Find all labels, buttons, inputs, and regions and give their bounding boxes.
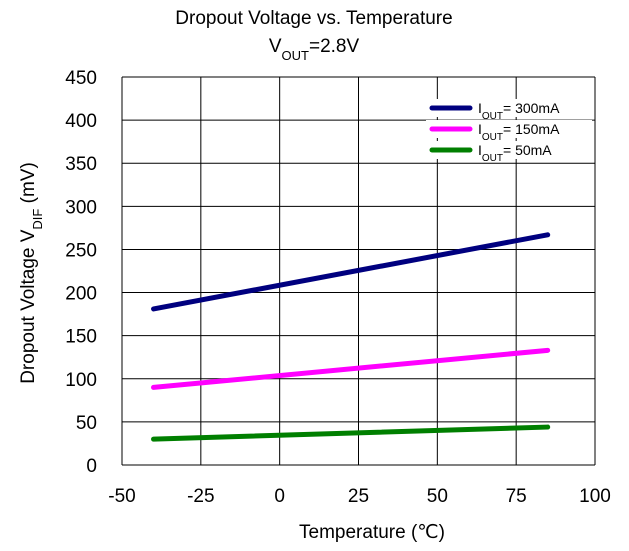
x-tick-label: 100 (579, 486, 611, 507)
y-tick-label: 250 (65, 240, 97, 261)
legend-background (426, 99, 592, 117)
y-tick-label: 350 (65, 154, 97, 175)
y-tick-label: 300 (65, 197, 97, 218)
legend-background (426, 141, 592, 159)
legend-background (426, 120, 592, 138)
legend-label-2: IOUT= 50mA (478, 142, 552, 164)
chart-subtitle: VOUT=2.8V (269, 36, 360, 63)
y-tick-label: 400 (65, 111, 97, 132)
series-line-1 (151, 347, 551, 390)
legend-label-1: IOUT= 150mA (478, 121, 560, 143)
y-tick-label: 50 (76, 413, 97, 434)
series-line-2 (151, 424, 551, 442)
x-tick-label: -25 (187, 486, 214, 507)
x-axis-label: Temperature (℃) (299, 522, 445, 543)
x-tick-label: 75 (506, 486, 527, 507)
x-tick-label: 50 (427, 486, 448, 507)
x-tick-label: 0 (274, 486, 285, 507)
chart-title: Dropout Voltage vs. Temperature (175, 8, 452, 29)
y-tick-label: 100 (65, 370, 97, 391)
y-tick-label: 150 (65, 327, 97, 348)
x-tick-label: -50 (108, 486, 135, 507)
y-tick-label: 450 (65, 68, 97, 89)
series-line-0 (151, 232, 551, 312)
y-tick-label: 200 (65, 284, 97, 305)
y-axis-label: Dropout Voltage VDIF (mV) (18, 162, 45, 384)
legend-label-0: IOUT= 300mA (478, 100, 560, 122)
x-tick-label: 25 (348, 486, 369, 507)
y-tick-label: 0 (86, 456, 97, 477)
